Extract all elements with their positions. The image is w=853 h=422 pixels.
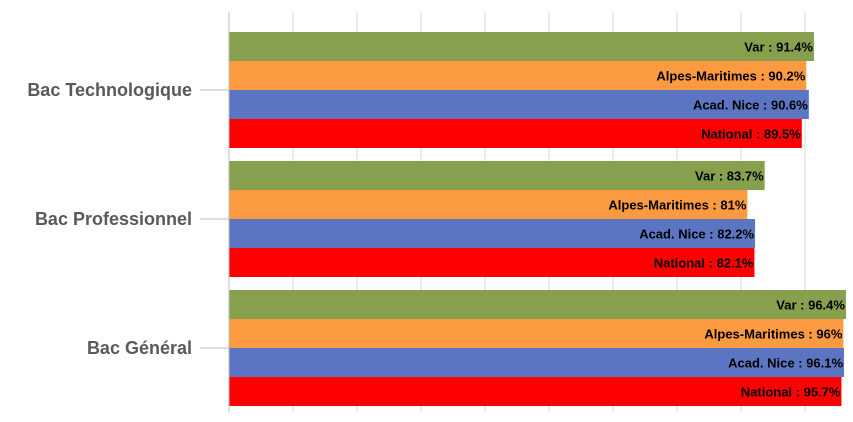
data-label: Var : 96.4%	[776, 298, 845, 313]
bar	[229, 219, 756, 248]
data-label: Alpes-Maritimes : 96%	[704, 327, 842, 342]
data-label: Acad. Nice : 96.1%	[728, 356, 843, 371]
category-axis: Bac Technologique Bac Professionnel Bac Gé…	[27, 12, 230, 412]
bar	[229, 290, 846, 319]
data-label: Var : 83.7%	[695, 169, 764, 184]
bar	[229, 32, 814, 61]
category-label: Bac Technologique	[27, 80, 192, 100]
bar	[229, 61, 807, 90]
bars: Var : 91.4% Alpes-Maritimes : 90.2% Acad. …	[229, 32, 846, 406]
data-label: National : 95.7%	[741, 385, 841, 400]
bar	[229, 348, 845, 377]
data-label: Acad. Nice : 82.2%	[639, 227, 754, 242]
data-label: National : 82.1%	[654, 256, 754, 271]
bar	[229, 319, 844, 348]
data-label: Alpes-Maritimes : 90.2%	[656, 69, 805, 84]
data-label: National : 89.5%	[701, 127, 801, 142]
bar	[229, 248, 755, 277]
data-label: Var : 91.4%	[744, 40, 813, 55]
bar	[229, 119, 802, 148]
data-label: Acad. Nice : 90.6%	[693, 98, 808, 113]
bar	[229, 161, 765, 190]
bar	[229, 377, 842, 406]
data-label: Alpes-Maritimes : 81%	[608, 198, 746, 213]
bar	[229, 90, 809, 119]
bar	[229, 190, 748, 219]
category-label: Bac Général	[87, 338, 192, 358]
category-label: Bac Professionnel	[35, 209, 192, 229]
